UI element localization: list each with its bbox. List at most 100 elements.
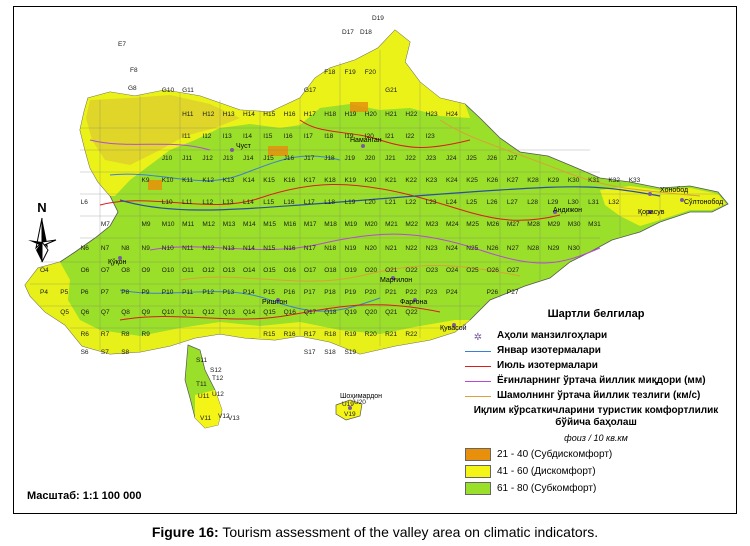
grid-cell-label: Q7	[101, 309, 110, 316]
grid-cell-label: J24	[446, 155, 457, 162]
grid-cell-label: M11	[182, 221, 195, 228]
grid-cell-label: O17	[304, 267, 317, 274]
grid-cell-label: P17	[304, 289, 316, 296]
july-isotherms	[99, 119, 561, 321]
grid-cell-label: N13	[223, 245, 235, 252]
grid-cell-label: Q19	[345, 309, 358, 316]
grid-cell-label: O20	[365, 267, 378, 274]
grid-cell-label: F18	[324, 69, 336, 76]
grid-cell-label: H22	[405, 111, 417, 118]
grid-cell-label: R18	[324, 331, 336, 338]
grid-cell-label: Q9	[142, 309, 151, 316]
grid-cell-label: N8	[121, 245, 130, 252]
grid-cell-label: K27	[507, 177, 519, 184]
north-arrow: N	[22, 200, 62, 270]
legend-item-settlements: ✲ Аҳоли манзилгоҳлари	[465, 328, 727, 343]
grid-cell-label: Q12	[202, 309, 215, 316]
grid-cell-label: G8	[128, 85, 137, 92]
grid-cell-label: L23	[426, 199, 437, 206]
place-label: Сўлтонобод	[684, 198, 723, 206]
grid-cell-label: L12	[202, 199, 213, 206]
grid-cell-label: H24	[446, 111, 458, 118]
grid-cell-label: H15	[263, 111, 275, 118]
grid-cell-label: L18	[324, 199, 335, 206]
grid-cell-label: L17	[304, 199, 315, 206]
grid-cell-label: I17	[304, 133, 313, 140]
place-label: Хонобод	[660, 186, 688, 194]
grid-cell-label: J23	[426, 155, 437, 162]
grid-cell-label: P9	[142, 289, 150, 296]
class-label: 61 - 80 (Субкомфорт)	[497, 483, 597, 494]
grid-cell-label: Q14	[243, 309, 256, 316]
place-label: Шоҳимардон	[340, 393, 382, 400]
grid-cell-label: O6	[81, 267, 90, 274]
grid-cell-label: N22	[405, 245, 417, 252]
grid-cell-label: N15	[263, 245, 275, 252]
grid-cell-label: N23	[426, 245, 438, 252]
grid-cell-label: R16	[284, 331, 296, 338]
legend-item-label: Январ изотермалари	[497, 345, 601, 356]
grid-cell-label: N29	[548, 245, 560, 252]
grid-cell-label: S8	[121, 349, 129, 356]
grid-cell-label: M16	[284, 221, 297, 228]
grid-cell-label: P24	[446, 289, 458, 296]
grid-cell-label: R21	[385, 331, 397, 338]
grid-cell-label: O13	[223, 267, 236, 274]
grid-cell-label: J11	[182, 155, 192, 162]
grid-cell-label: H14	[243, 111, 255, 118]
grid-cell-label: S19	[345, 349, 357, 356]
grid-cell-label: K23	[426, 177, 438, 184]
grid-cell-label: Q16	[284, 309, 297, 316]
grid-cell-label: K15	[263, 177, 275, 184]
grid-cell-label: M31	[588, 221, 601, 228]
sokh-enclave-discomfort	[195, 390, 222, 428]
grid-cell-label: N26	[487, 245, 499, 252]
grid-cell-label: M12	[202, 221, 215, 228]
grid-cell-label: Q18	[324, 309, 337, 316]
grid-cell-label: I22	[405, 133, 414, 140]
grid-cell-label: V19	[344, 411, 356, 418]
grid-cell-label: L20	[365, 199, 376, 206]
grid-cell-label: M13	[223, 221, 236, 228]
grid-cell-label: L19	[345, 199, 356, 206]
grid-cell-label: G17	[304, 87, 317, 94]
grid-cell-label: S12	[210, 367, 222, 374]
map-legend: Шартли белгилар ✲ Аҳоли манзилгоҳлари Ян…	[465, 308, 727, 497]
grid-cell-label: O23	[426, 267, 439, 274]
grid-cell-label: J20	[365, 155, 376, 162]
grid-cell-label: R22	[405, 331, 417, 338]
grid-cell-label: L6	[81, 199, 89, 206]
place-label: Фарғона	[400, 299, 427, 306]
grid-cell-label: L10	[162, 199, 173, 206]
grid-cell-label: K14	[243, 177, 255, 184]
grid-cell-label: T12	[212, 375, 224, 382]
grid-cell-label: K26	[487, 177, 499, 184]
grid-cell-label: K30	[568, 177, 580, 184]
grid-cell-label: U12	[212, 391, 224, 398]
class-label: 41 - 60 (Дискомфорт)	[497, 466, 596, 477]
grid-cell-label: O22	[405, 267, 418, 274]
north-mountain-texture	[86, 95, 240, 165]
grid-cell-label: F8	[130, 67, 138, 74]
grid-cell-label: K28	[527, 177, 539, 184]
grid-cell-label: P13	[223, 289, 235, 296]
grid-cell-label: L16	[284, 199, 295, 206]
grid-cell-label: I12	[202, 133, 211, 140]
grid-cell-label: N14	[243, 245, 255, 252]
class-label: 21 - 40 (Субдискомфорт)	[497, 449, 613, 460]
grid-cell-label: S17	[304, 349, 316, 356]
grid-cell-label: U19	[342, 401, 354, 408]
legend-item-label: Шамолнинг ўртача йиллик тезлиги (км/с)	[497, 390, 701, 401]
map-scale: Масштаб: 1:1 100 000	[27, 490, 142, 502]
grid-cell-label: K20	[365, 177, 377, 184]
grid-cell-label: Q17	[304, 309, 317, 316]
north-discomfort-zone	[80, 30, 470, 196]
class-swatch	[465, 482, 491, 495]
grid-cell-label: M30	[568, 221, 581, 228]
grid-cell-label: S6	[81, 349, 89, 356]
grid-cell-label: U11	[198, 393, 210, 400]
grid-cell-label: Q10	[162, 309, 175, 316]
grid-cell-label: S18	[324, 349, 336, 356]
grid-cell-label: O24	[446, 267, 459, 274]
grid-cell-label: P4	[40, 289, 48, 296]
